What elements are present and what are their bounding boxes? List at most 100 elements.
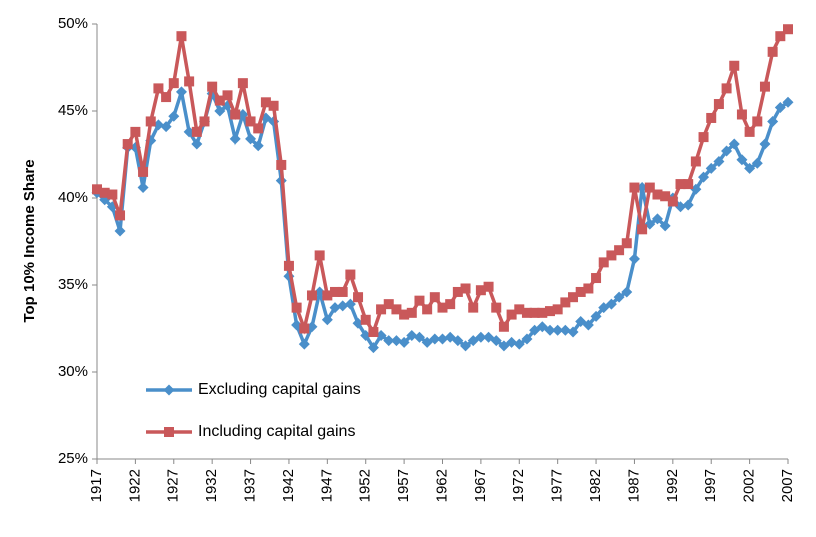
y-tick-label: 35% (58, 276, 88, 293)
data-point (322, 290, 333, 301)
data-point (544, 306, 555, 317)
data-point (560, 297, 571, 308)
data-point (337, 300, 349, 312)
data-point (705, 162, 717, 174)
x-tick-label: 1982 (587, 469, 604, 502)
data-point (222, 90, 233, 101)
data-point (782, 96, 794, 108)
data-point (736, 154, 748, 166)
data-point (698, 132, 709, 143)
data-point (706, 112, 717, 123)
data-point (652, 189, 663, 200)
data-point (721, 83, 732, 94)
data-point (728, 138, 740, 150)
data-point (229, 133, 241, 145)
data-point (759, 138, 771, 150)
data-point (598, 257, 609, 268)
legend-marker (164, 427, 174, 437)
data-point (306, 290, 317, 301)
data-point (483, 281, 494, 292)
data-point (783, 24, 793, 35)
data-point (260, 97, 271, 108)
data-point (767, 46, 778, 57)
data-point (406, 329, 418, 341)
data-point (230, 109, 241, 120)
data-point (568, 292, 579, 303)
data-point (437, 302, 448, 313)
y-tick-label: 30% (58, 363, 88, 380)
y-tick-label: 25% (58, 450, 88, 467)
data-point (137, 182, 149, 194)
data-point (752, 116, 763, 127)
data-point (583, 283, 594, 294)
data-point (659, 220, 671, 232)
data-point (521, 333, 533, 345)
data-point (667, 196, 678, 207)
data-point (184, 76, 195, 87)
data-point (390, 335, 402, 347)
data-point (314, 250, 325, 261)
data-point (214, 105, 226, 117)
data-point (575, 286, 586, 297)
data-point (590, 310, 602, 322)
data-point (591, 273, 602, 284)
data-point (644, 182, 655, 193)
x-tick-label: 1972 (510, 469, 527, 502)
data-point (660, 191, 671, 202)
data-point (175, 86, 187, 98)
data-point (498, 321, 509, 332)
x-tick-label: 1932 (203, 469, 220, 502)
data-point (552, 324, 564, 336)
x-tick-label: 1952 (357, 469, 374, 502)
data-point (122, 139, 133, 150)
data-point (168, 78, 179, 89)
data-point (92, 184, 102, 195)
data-point (253, 123, 264, 134)
data-point (298, 338, 310, 350)
data-point (429, 292, 440, 303)
data-point (268, 100, 279, 111)
data-point (414, 295, 425, 306)
data-point (444, 331, 456, 343)
data-point (690, 156, 701, 167)
data-point (491, 302, 502, 313)
data-point (252, 140, 264, 152)
data-point (422, 304, 433, 315)
x-tick-label: 1942 (280, 469, 297, 502)
data-point (614, 245, 625, 256)
data-point (606, 250, 617, 261)
x-tick-label: 1937 (242, 469, 259, 502)
data-point (283, 260, 294, 271)
data-point (460, 283, 471, 294)
data-point (744, 126, 755, 137)
data-point (575, 316, 587, 328)
data-point (767, 115, 779, 127)
data-point (629, 182, 640, 193)
data-point (398, 336, 410, 348)
x-tick-label: 1962 (433, 469, 450, 502)
data-point (598, 302, 610, 314)
data-point (383, 335, 395, 347)
data-point (237, 78, 248, 89)
data-point (153, 83, 164, 94)
data-point (321, 314, 333, 326)
data-point (353, 292, 364, 303)
data-point (759, 81, 770, 92)
data-point (245, 133, 257, 145)
legend-label: Excluding capital gains (198, 381, 361, 398)
data-point (775, 31, 786, 42)
data-point (475, 285, 486, 296)
data-point (475, 331, 487, 343)
data-point (429, 333, 441, 345)
data-point (521, 307, 532, 318)
data-point (698, 171, 710, 183)
data-point (736, 109, 747, 120)
x-tick-label: 1922 (126, 469, 143, 502)
data-point (291, 302, 302, 313)
data-point (191, 138, 203, 150)
data-point (529, 324, 541, 336)
data-point (207, 81, 218, 92)
data-point (160, 121, 172, 133)
data-point (199, 116, 210, 127)
